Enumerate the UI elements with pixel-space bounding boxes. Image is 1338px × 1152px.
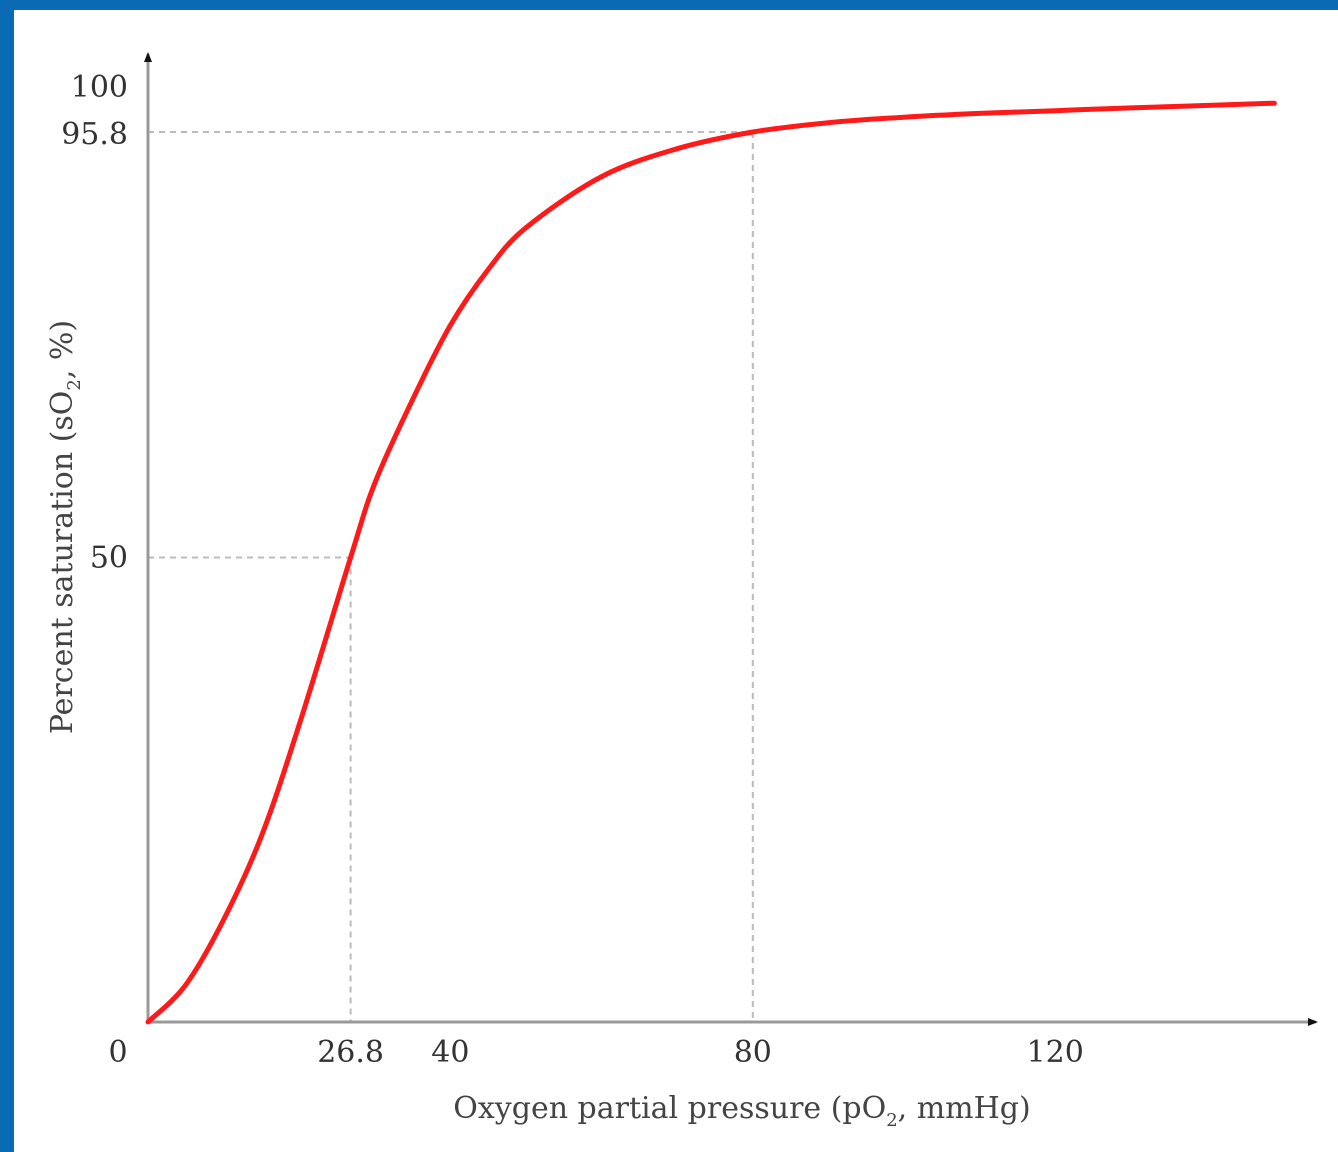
y-tick-label: 100 (71, 70, 128, 105)
y-tick-label: 95.8 (61, 117, 128, 152)
x-tick-label: 40 (431, 1035, 469, 1070)
x-tick-label: 80 (734, 1035, 772, 1070)
saturation-curve (148, 103, 1274, 1022)
x-axis-title: Oxygen partial pressure (pO2, mmHg) (453, 1091, 1030, 1131)
x-tick-label: 26.8 (317, 1035, 384, 1070)
y-tick-label: 50 (90, 541, 128, 576)
x-tick-labels: 0 26.8 40 80 120 (108, 1035, 1083, 1070)
x-tick-label: 0 (108, 1035, 127, 1070)
y-axis-title: Percent saturation (sO2, %) (45, 320, 85, 734)
x-tick-label: 120 (1027, 1035, 1084, 1070)
